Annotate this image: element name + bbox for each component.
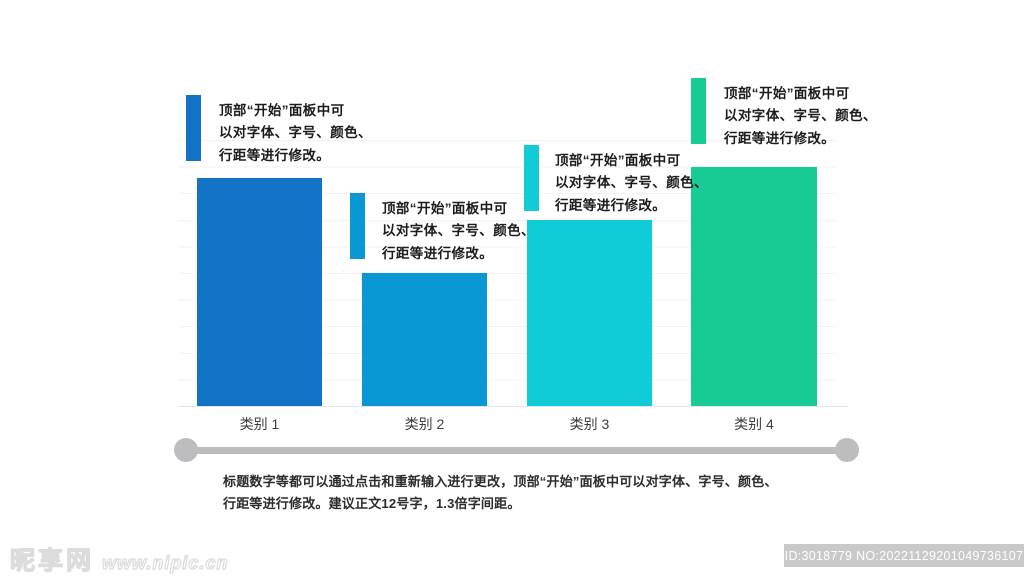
body-text-line-2: 行距等进行修改。建议正文12号字，1.3倍字间距。 <box>223 496 521 511</box>
body-text: 标题数字等都可以通过点击和重新输入进行更改，顶部“开始”面板中可以对字体、字号、… <box>223 471 778 515</box>
note-text-3: 顶部“开始”面板中可 以对字体、字号、颜色、 行距等进行修改。 <box>555 150 708 217</box>
note-line: 行距等进行修改。 <box>724 130 836 146</box>
note-text-2: 顶部“开始”面板中可 以对字体、字号、颜色、 行距等进行修改。 <box>382 198 535 265</box>
bar-category-1 <box>197 178 322 406</box>
note-line: 行距等进行修改。 <box>219 147 331 163</box>
timeline-endpoint-left <box>174 438 198 462</box>
note-marker-1 <box>186 95 201 161</box>
timeline-endpoint-right <box>835 438 859 462</box>
category-label-1: 类别 1 <box>239 416 280 432</box>
note-text-1: 顶部“开始”面板中可 以对字体、字号、颜色、 行距等进行修改。 <box>219 100 372 167</box>
note-marker-3 <box>524 145 539 211</box>
note-text-4: 顶部“开始”面板中可 以对字体、字号、颜色、 行距等进行修改。 <box>724 83 877 150</box>
image-id-badge: ID:3018779 NO:20221129201049736107 <box>784 544 1024 567</box>
nipic-watermark: 昵享网 www.nipic.cn <box>9 541 229 576</box>
note-line: 顶部“开始”面板中可 <box>555 153 681 168</box>
bar-category-2 <box>362 273 487 406</box>
bar-category-4 <box>691 167 817 406</box>
note-line: 以对字体、字号、颜色、 <box>219 125 372 141</box>
category-label-3: 类别 3 <box>569 416 610 432</box>
category-label-4: 类别 4 <box>734 416 774 432</box>
category-label-2: 类别 2 <box>404 416 445 432</box>
x-axis-line <box>178 406 848 407</box>
note-line: 行距等进行修改。 <box>555 197 667 213</box>
body-text-line-1: 标题数字等都可以通过点击和重新输入进行更改，顶部“开始”面板中可以对字体、字号、… <box>223 474 778 489</box>
note-marker-4 <box>691 78 706 144</box>
timeline-rule <box>186 447 847 454</box>
note-line: 以对字体、字号、颜色、 <box>382 223 535 239</box>
nipic-url-watermark: www.nipic.cn <box>101 552 229 573</box>
nipic-logo-watermark: 昵享网 <box>9 546 95 575</box>
note-line: 以对字体、字号、颜色、 <box>724 108 877 124</box>
note-line: 顶部“开始”面板中可 <box>382 201 508 216</box>
bar-category-3 <box>527 220 652 406</box>
note-line: 顶部“开始”面板中可 <box>219 103 345 118</box>
note-line: 行距等进行修改。 <box>382 245 494 261</box>
note-line: 以对字体、字号、颜色、 <box>555 175 708 191</box>
note-marker-2 <box>350 193 365 259</box>
note-line: 顶部“开始”面板中可 <box>724 86 850 101</box>
